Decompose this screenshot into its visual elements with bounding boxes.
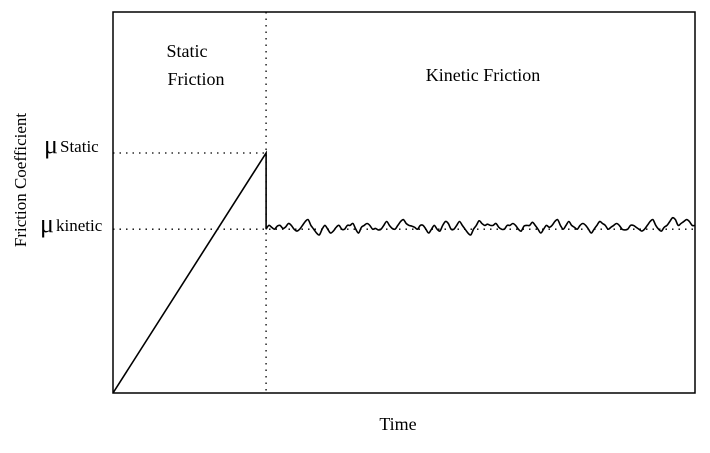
static-friction-curve: [112, 150, 267, 394]
static-region-label-line2: Friction: [168, 69, 225, 89]
kinetic-friction-curve: [265, 216, 696, 236]
mu-kinetic-symbol: μ: [40, 209, 54, 238]
kinetic-region-label: Kinetic Friction: [426, 65, 540, 85]
mu-static-subscript: Static: [60, 137, 99, 156]
x-axis-label: Time: [379, 414, 416, 434]
plot-frame: [112, 11, 696, 394]
mu-static-symbol: μ: [44, 130, 58, 159]
y-axis-label: Friction Coefficient: [11, 113, 30, 248]
static-region-label-line1: Static: [167, 41, 208, 61]
mu-kinetic-subscript: kinetic: [56, 216, 103, 235]
